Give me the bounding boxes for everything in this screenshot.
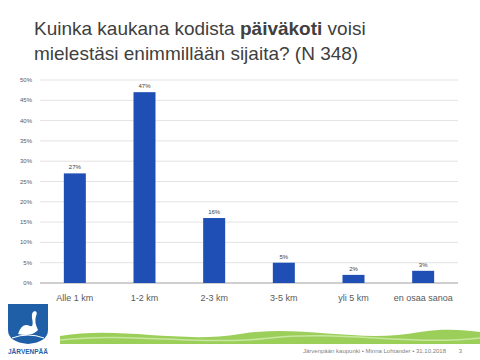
data-label: 3% bbox=[419, 262, 428, 268]
bar bbox=[134, 92, 156, 283]
x-tick-label: 2-3 km bbox=[200, 293, 228, 303]
title-emphasis: päiväkoti bbox=[240, 18, 322, 39]
y-tick-label: 10% bbox=[20, 239, 33, 245]
bar bbox=[343, 275, 365, 283]
bar bbox=[412, 271, 434, 283]
bar bbox=[203, 218, 225, 283]
data-label: 5% bbox=[279, 254, 288, 260]
y-tick-label: 50% bbox=[20, 77, 33, 83]
grid-line bbox=[40, 242, 458, 243]
y-tick-label: 40% bbox=[20, 118, 33, 124]
x-tick-label: en osaa sanoa bbox=[394, 293, 453, 303]
x-tick-label: Alle 1 km bbox=[56, 293, 93, 303]
y-tick-label: 20% bbox=[20, 199, 33, 205]
x-tick-label: yli 5 km bbox=[338, 293, 369, 303]
y-tick-label: 5% bbox=[23, 260, 32, 266]
grid-line bbox=[40, 181, 458, 182]
y-tick-label: 35% bbox=[20, 138, 33, 144]
x-tick-label: 3-5 km bbox=[270, 293, 298, 303]
data-label: 16% bbox=[208, 209, 221, 215]
grid-line bbox=[40, 262, 458, 263]
chart-title: Kuinka kaukana kodista päiväkoti voisi m… bbox=[34, 16, 434, 66]
chart-svg: 0%5%10%15%20%25%30%35%40%45%50%27%Alle 1… bbox=[0, 0, 480, 360]
bar bbox=[64, 173, 86, 283]
logo-shield bbox=[8, 304, 48, 344]
page: {"chart_data": {"type": "bar", "title": … bbox=[0, 0, 480, 360]
page-number: 3 bbox=[459, 348, 463, 354]
grid-line bbox=[40, 161, 458, 162]
data-label: 2% bbox=[349, 266, 358, 272]
logo-water bbox=[12, 335, 44, 338]
bars bbox=[64, 92, 434, 283]
footer-wave bbox=[60, 330, 480, 344]
footer: Järvenpään kaupunki • Minna Lohtander • … bbox=[60, 330, 480, 354]
grid-line bbox=[40, 120, 458, 121]
y-tick-label: 45% bbox=[20, 97, 33, 103]
y-tick-label: 30% bbox=[20, 158, 33, 164]
grid-line bbox=[40, 222, 458, 223]
grid-line bbox=[40, 80, 458, 81]
labels: 27% Alle 1 km 47% 1-2 km 16% 2-3 km 5% 3-5 km 2%… bbox=[56, 83, 452, 303]
x-axis-line bbox=[40, 283, 458, 284]
grid-line bbox=[40, 283, 458, 284]
data-label: 27% bbox=[69, 164, 82, 170]
y-axis: 0% 5% 10% 15% 20% 25% 30% 35% 40% 45% 50% bbox=[20, 77, 458, 286]
x-tick-label: 1-2 km bbox=[131, 293, 159, 303]
logo-swan bbox=[18, 311, 38, 335]
y-tick-label: 0% bbox=[23, 280, 32, 286]
footer-text: Järvenpään kaupunki • Minna Lohtander • … bbox=[303, 348, 447, 354]
logo-text: JÄRVENPÄÄ bbox=[8, 348, 48, 355]
bar bbox=[273, 263, 295, 283]
logo: JÄRVENPÄÄ bbox=[8, 304, 48, 355]
grid-line bbox=[40, 100, 458, 101]
y-tick-label: 15% bbox=[20, 219, 33, 225]
data-label: 47% bbox=[138, 83, 151, 89]
grid-line bbox=[40, 201, 458, 202]
grid-line bbox=[40, 140, 458, 141]
footer-wave-line bbox=[60, 336, 480, 341]
y-tick-label: 25% bbox=[20, 179, 33, 185]
